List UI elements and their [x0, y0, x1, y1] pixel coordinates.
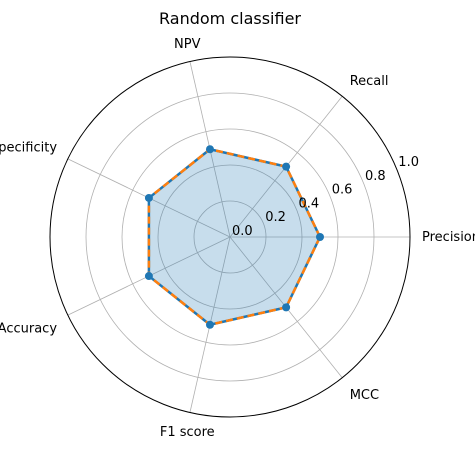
r-tick-label: 0.0 — [232, 224, 253, 239]
data-point — [282, 163, 290, 171]
r-tick-label: 0.4 — [299, 196, 320, 211]
r-tick-label: 0.6 — [332, 183, 353, 198]
category-label: Specificity — [0, 141, 57, 156]
data-point — [206, 145, 214, 153]
r-tick-label: 1.0 — [398, 155, 419, 170]
category-label: Accuracy — [0, 321, 57, 336]
category-label: Recall — [350, 74, 389, 89]
data-point — [145, 194, 153, 202]
data-point — [282, 303, 290, 311]
category-label: F1 score — [160, 425, 215, 440]
category-label: MCC — [350, 388, 379, 403]
data-point — [206, 321, 214, 329]
data-point — [145, 272, 153, 280]
axis-labels: 0.0 0.2 0.4 0.6 0.8 1.0 Precision Recall NPV Spec… — [0, 37, 475, 440]
data-point — [316, 233, 324, 241]
r-tick-label: 0.2 — [265, 210, 286, 225]
category-label: Precision — [422, 230, 475, 245]
r-tick-label: 0.8 — [365, 169, 386, 184]
category-label: NPV — [174, 37, 201, 52]
chart-title: Random classifier — [159, 9, 301, 28]
